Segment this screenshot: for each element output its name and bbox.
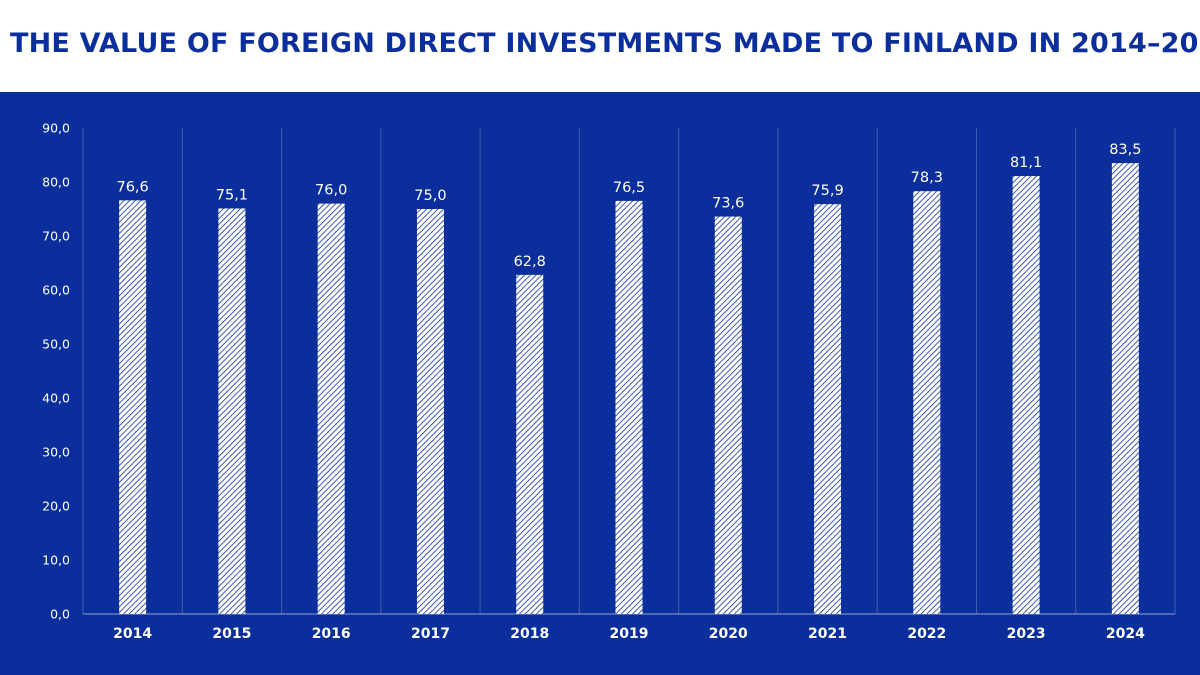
y-tick-label: 70,0 xyxy=(42,229,70,244)
y-tick-label: 10,0 xyxy=(42,553,70,568)
value-label-2020: 73,6 xyxy=(712,196,744,212)
header: THE VALUE OF FOREIGN DIRECT INVESTMENTS … xyxy=(0,0,1200,92)
chart-area: 0,0 10,0 20,0 30,0 40,0 50,0 60,0 70,0 80,0 90,0 … xyxy=(0,92,1200,675)
x-tick-label-2019: 2019 xyxy=(610,626,649,642)
bar-2020 xyxy=(714,216,742,614)
value-label-2019: 76,5 xyxy=(613,180,645,196)
x-tick-label-2014: 2014 xyxy=(113,626,152,642)
value-label-2015: 75,1 xyxy=(216,187,248,203)
x-tick-label-2017: 2017 xyxy=(411,626,450,642)
bar-2016 xyxy=(317,203,345,614)
bar-2014 xyxy=(119,200,147,615)
x-tick-label-2024: 2024 xyxy=(1106,626,1145,642)
x-tick-label-2023: 2023 xyxy=(1007,626,1046,642)
y-tick-label: 60,0 xyxy=(42,283,70,298)
value-label-2024: 83,5 xyxy=(1109,142,1141,158)
value-label-2014: 76,6 xyxy=(116,179,148,195)
value-label-2018: 62,8 xyxy=(514,254,546,270)
x-tick-label-2022: 2022 xyxy=(907,626,946,642)
value-label-2022: 78,3 xyxy=(911,170,943,186)
y-tick-label: 80,0 xyxy=(42,175,70,190)
x-axis: 2014 2015 2016 2017 2018 2019 2020 2021 2022 2023… xyxy=(113,626,1145,642)
x-tick-label-2015: 2015 xyxy=(212,626,251,642)
value-label-2016: 76,0 xyxy=(315,183,347,199)
bar-2017 xyxy=(416,209,444,614)
y-axis: 0,0 10,0 20,0 30,0 40,0 50,0 60,0 70,0 80,0 90,0 xyxy=(42,121,70,622)
bar-2015 xyxy=(218,208,246,614)
bar-chart: 0,010,020,030,040,050,060,070,080,090,0 … xyxy=(42,121,1176,642)
bars xyxy=(119,163,1139,615)
bar-2024 xyxy=(1111,163,1139,614)
y-tick-label: 20,0 xyxy=(42,499,70,514)
y-tick-label: 0,0 xyxy=(50,607,70,622)
value-label-2023: 81,1 xyxy=(1010,155,1042,171)
y-tick-label: 50,0 xyxy=(42,337,70,352)
bar-2018 xyxy=(516,274,544,614)
y-tick-label: 30,0 xyxy=(42,445,70,460)
bar-2021 xyxy=(814,204,842,614)
bar-2023 xyxy=(1012,176,1040,614)
page-title: THE VALUE OF FOREIGN DIRECT INVESTMENTS … xyxy=(10,28,1200,59)
x-tick-label-2016: 2016 xyxy=(312,626,351,642)
value-label-2021: 75,9 xyxy=(811,183,843,199)
y-tick-label: 90,0 xyxy=(42,121,70,136)
value-label-2017: 75,0 xyxy=(414,188,446,204)
bar-2022 xyxy=(913,191,941,614)
x-tick-label-2020: 2020 xyxy=(709,626,748,642)
bar-2019 xyxy=(615,200,643,614)
x-tick-label-2021: 2021 xyxy=(808,626,847,642)
y-tick-label: 40,0 xyxy=(42,391,70,406)
value-labels: 76,6 75,1 76,0 75,0 62,8 76,5 73,6 75,9 78,3 81,1… xyxy=(116,142,1141,270)
x-tick-label-2018: 2018 xyxy=(510,626,549,642)
